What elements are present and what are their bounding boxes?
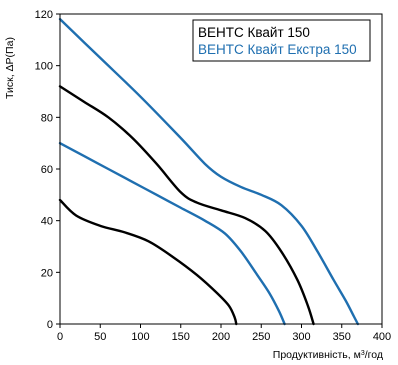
x-tick-label: 400 [373,331,391,343]
legend-box [192,19,371,62]
x-axis-label-sup: 3 [361,350,365,357]
y-axis-label: Тиск, ΔP(Па) [4,37,16,99]
legend-entry-quiet-150: ВЕНТС Квайт 150 [198,25,310,40]
x-tick-label: 150 [172,331,190,343]
x-tick-label: 200 [212,331,230,343]
x-axis-label-main: Продуктивність, м [273,349,361,361]
legend: ВЕНТС Квайт 150 ВЕНТС Квайт Екстра 150 [192,19,371,62]
y-tick-label: 60 [41,164,53,176]
x-tick-label: 350 [333,331,351,343]
x-axis-label-end: /год [365,349,383,361]
legend-entry-quiet-extra-150: ВЕНТС Квайт Екстра 150 [198,42,357,57]
x-tick-label: 0 [57,331,63,343]
y-tick-label: 80 [41,112,53,124]
series-line-3 [58,141,286,326]
series-line-4 [58,17,360,326]
x-axis-label: Продуктивність, м3/год [273,349,383,361]
series-line-2 [58,85,315,326]
x-tick-label: 50 [94,331,106,343]
x-tick-label: 250 [252,331,270,343]
y-tick-label: 40 [41,216,53,228]
y-tick-label: 0 [47,319,53,331]
ticks-layer: 0 50 100 150 200 250 300 350 400 0 20 40 60 80 100 120 [35,9,392,343]
y-tick-label: 20 [41,267,53,279]
y-tick-label: 100 [35,61,53,73]
series-layer [58,17,360,326]
y-tick-label: 120 [35,9,53,21]
x-tick-label: 300 [292,331,310,343]
x-tick-label: 100 [131,331,149,343]
series-line-1 [58,198,238,326]
